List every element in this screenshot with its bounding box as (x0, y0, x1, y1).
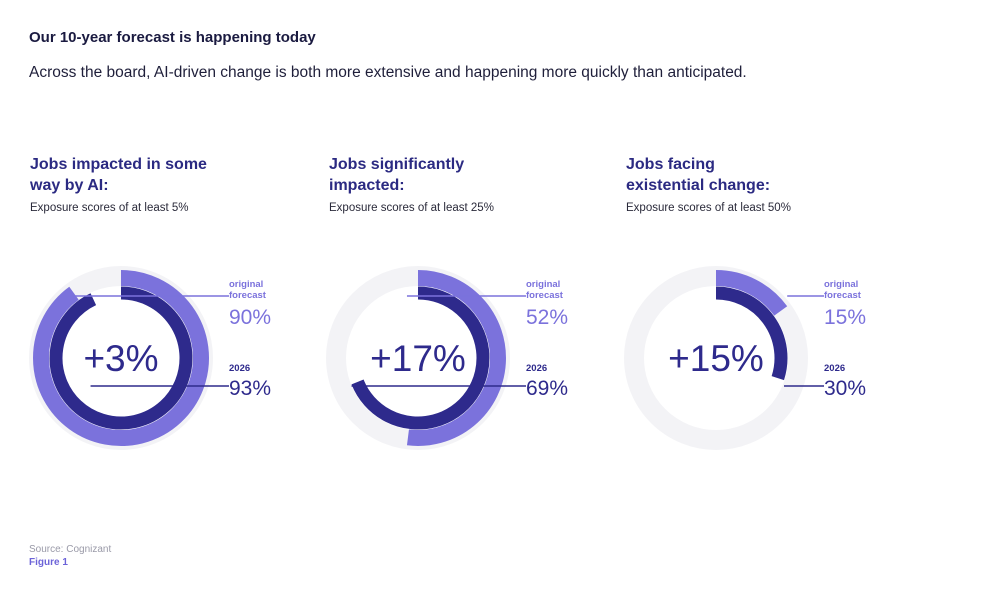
panel-2-2026-label: 2026 (526, 363, 547, 374)
panel-3-2026-arc (715, 286, 788, 381)
panel-1-2026-arc (49, 286, 193, 430)
panel-2-original-label-line2: forecast (526, 290, 564, 301)
panel-2-2026-arc (351, 286, 490, 430)
panel-2-title: Jobs significantly impacted: (329, 156, 465, 194)
panel-3-header: Jobs facing existential change: Exposure… (626, 154, 866, 214)
panel-1-subtitle: Exposure scores of at least 5% (30, 202, 189, 214)
panel-3-title: Jobs facing existential change: (626, 156, 771, 194)
panel-1-original-label-line1: original (229, 279, 263, 290)
panel-2-original-label-line1: original (526, 279, 560, 290)
panel-2-original-forecast-arc (406, 270, 506, 446)
panel-2-center-label: +17% (370, 338, 466, 379)
source-note: Source: Cognizant (29, 544, 112, 555)
panel-1-original-forecast-arc (33, 270, 209, 446)
panel-1-header: Jobs impacted in some way by AI: Exposur… (30, 154, 270, 214)
panel-3-original-forecast-arc (715, 270, 788, 316)
page-subtitle: Across the board, AI-driven change is bo… (29, 64, 747, 81)
panel-1-original-value: 90% (229, 306, 271, 329)
panel-1-original-label-line2: forecast (229, 290, 267, 301)
panel-2-original-value: 52% (526, 306, 568, 329)
panel-2-2026-value: 69% (526, 377, 568, 400)
panel-3-subtitle: Exposure scores of at least 50% (626, 202, 791, 214)
panel-3-donut-track (624, 266, 808, 450)
panel-1-2026-label: 2026 (229, 363, 250, 374)
panel-1-title: Jobs impacted in some way by AI: (30, 156, 207, 194)
panel-3-original-label-line1: original (824, 279, 858, 290)
panel-1-2026-value: 93% (229, 377, 271, 400)
panel-3-2026-label: 2026 (824, 363, 845, 374)
panel-2-subtitle: Exposure scores of at least 25% (329, 202, 494, 214)
panel-2-header: Jobs significantly impacted: Exposure sc… (329, 154, 569, 214)
panel-3-original-value: 15% (824, 306, 866, 329)
panel-1-center-label: +3% (83, 338, 158, 379)
panel-3-original-label-line2: forecast (824, 290, 862, 301)
panel-3-2026-value: 30% (824, 377, 866, 400)
page-title: Our 10-year forecast is happening today (29, 29, 316, 46)
figure-label: Figure 1 (29, 557, 68, 568)
panel-3-center-label: +15% (668, 338, 764, 379)
